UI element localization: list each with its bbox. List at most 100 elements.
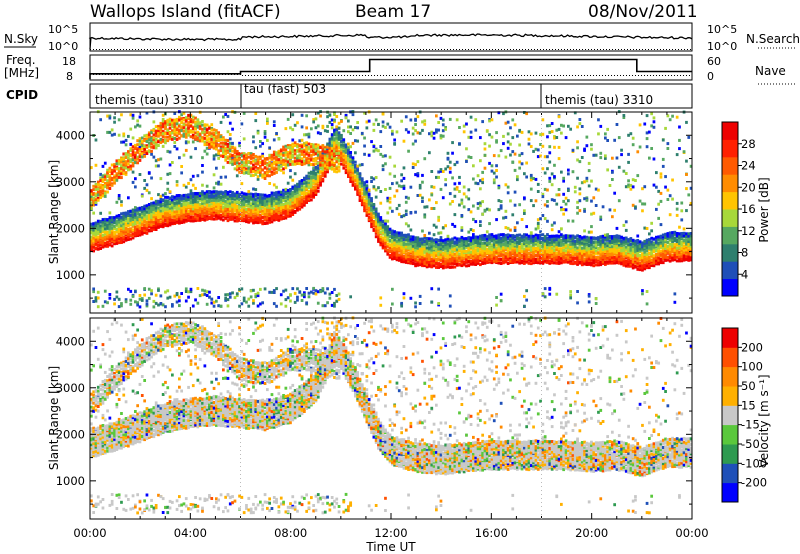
power-cell xyxy=(210,301,214,305)
power-cell xyxy=(272,289,276,293)
power-cell xyxy=(99,241,103,244)
power-cell xyxy=(154,213,158,217)
power-cell xyxy=(173,112,177,115)
power-cell xyxy=(240,122,244,126)
power-cell xyxy=(564,208,568,212)
power-cell xyxy=(171,129,174,133)
power-cell xyxy=(161,222,165,226)
power-cell xyxy=(430,242,434,246)
power-cell xyxy=(272,302,276,306)
freq-panel xyxy=(89,54,693,81)
power-cell xyxy=(506,191,510,195)
power-cell xyxy=(266,170,269,174)
power-cell xyxy=(110,226,114,230)
power-cell xyxy=(527,130,531,134)
power-cell xyxy=(560,227,563,231)
power-cell xyxy=(402,166,406,170)
power-cell xyxy=(300,192,304,196)
power-cell xyxy=(298,186,302,190)
power-cell xyxy=(453,194,457,198)
power-cell xyxy=(201,216,204,220)
power-cell xyxy=(171,206,174,210)
power-cell xyxy=(168,196,172,200)
power-cell xyxy=(245,203,248,207)
power-cell xyxy=(203,214,207,218)
power-cell xyxy=(122,157,126,161)
power-cell xyxy=(272,162,276,166)
power-cell xyxy=(328,148,332,152)
power-cell xyxy=(314,143,318,147)
power-cell xyxy=(92,222,96,226)
power-cell xyxy=(564,256,568,260)
power-cell xyxy=(252,202,255,205)
power-cell xyxy=(404,255,408,259)
power-cell xyxy=(481,212,485,216)
power-cell xyxy=(182,153,186,157)
power-cell xyxy=(525,238,529,242)
power-cell xyxy=(462,246,466,250)
power-cell xyxy=(460,253,464,257)
power-cell xyxy=(314,167,318,171)
power-cell xyxy=(342,149,346,153)
power-cell xyxy=(286,144,290,148)
power-cell xyxy=(365,213,369,217)
power-cell xyxy=(351,141,355,145)
power-cell xyxy=(492,236,496,240)
power-cell xyxy=(395,233,399,237)
power-cell xyxy=(215,209,218,212)
power-cell xyxy=(291,128,295,132)
power-cell xyxy=(372,149,376,153)
power-cell xyxy=(99,237,103,241)
power-cell xyxy=(347,172,350,176)
power-cell xyxy=(386,237,390,241)
power-cell xyxy=(110,183,114,187)
power-cell xyxy=(411,261,415,265)
power-cell xyxy=(94,197,98,201)
power-cell xyxy=(411,247,415,251)
power-cell xyxy=(465,246,468,250)
power-cell xyxy=(381,236,385,240)
power-cell xyxy=(147,204,151,208)
power-cell xyxy=(259,140,262,143)
power-cell xyxy=(527,237,531,241)
power-cell xyxy=(124,238,128,242)
power-cell xyxy=(224,190,228,193)
power-cell xyxy=(472,236,475,239)
power-cell xyxy=(189,124,193,128)
power-cell xyxy=(134,125,137,129)
power-cell xyxy=(509,243,512,247)
power-cell xyxy=(483,238,487,242)
power-cell xyxy=(90,227,93,231)
power-cell xyxy=(171,212,174,216)
power-cell xyxy=(377,212,380,216)
power-cell xyxy=(520,162,524,166)
power-cell xyxy=(159,138,163,142)
power-cell xyxy=(152,207,156,211)
power-cell xyxy=(349,164,353,168)
power-cell xyxy=(347,125,350,129)
power-cell xyxy=(254,214,258,218)
power-cell xyxy=(402,296,406,300)
power-cell xyxy=(154,146,158,150)
power-cell xyxy=(296,206,299,210)
power-cell xyxy=(337,126,341,130)
power-cell xyxy=(92,249,96,253)
power-cell xyxy=(425,257,429,260)
power-cell xyxy=(347,146,350,150)
freq-unit-label: [MHz] xyxy=(4,66,39,80)
power-cell xyxy=(108,180,112,184)
power-cell xyxy=(249,152,253,156)
power-cell xyxy=(330,123,334,126)
power-cell xyxy=(152,203,156,207)
power-cell xyxy=(201,131,204,135)
power-cell xyxy=(238,192,241,196)
power-cell xyxy=(467,246,471,250)
power-cell xyxy=(523,294,526,298)
power-cell xyxy=(307,132,311,136)
power-cell xyxy=(291,190,295,194)
power-cell xyxy=(323,150,327,154)
power-cell xyxy=(217,204,221,208)
power-cell xyxy=(416,262,420,266)
power-cell xyxy=(523,252,526,256)
power-cell xyxy=(296,188,299,192)
